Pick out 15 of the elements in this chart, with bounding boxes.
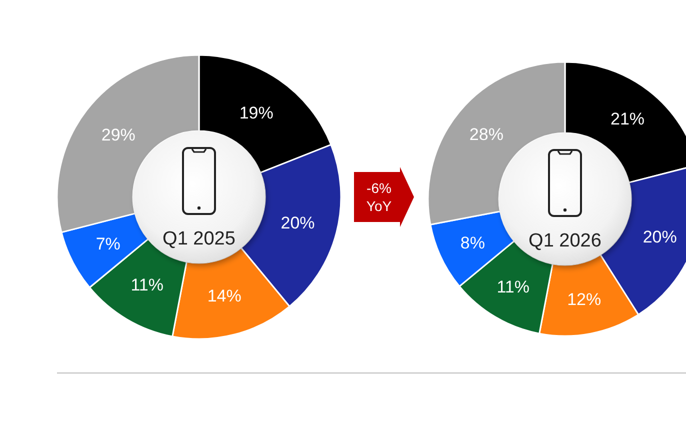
text: Q1 2025 xyxy=(162,228,236,250)
text: -6% YoY xyxy=(366,180,392,214)
data-label: 21% xyxy=(610,109,645,128)
data-label: 20% xyxy=(280,213,315,232)
data-label: 14% xyxy=(207,286,242,306)
data-label: 8% xyxy=(460,233,485,252)
data-label: 11% xyxy=(496,278,530,297)
data-label: 12% xyxy=(567,290,602,310)
data-label: 11% xyxy=(130,276,164,295)
data-label: 19% xyxy=(239,104,274,123)
data-label: 29% xyxy=(101,125,136,144)
data-label: 20% xyxy=(642,228,677,246)
text: Q1 2026 xyxy=(528,230,602,252)
data-label: 28% xyxy=(469,124,504,144)
data-label: 7% xyxy=(96,234,120,254)
